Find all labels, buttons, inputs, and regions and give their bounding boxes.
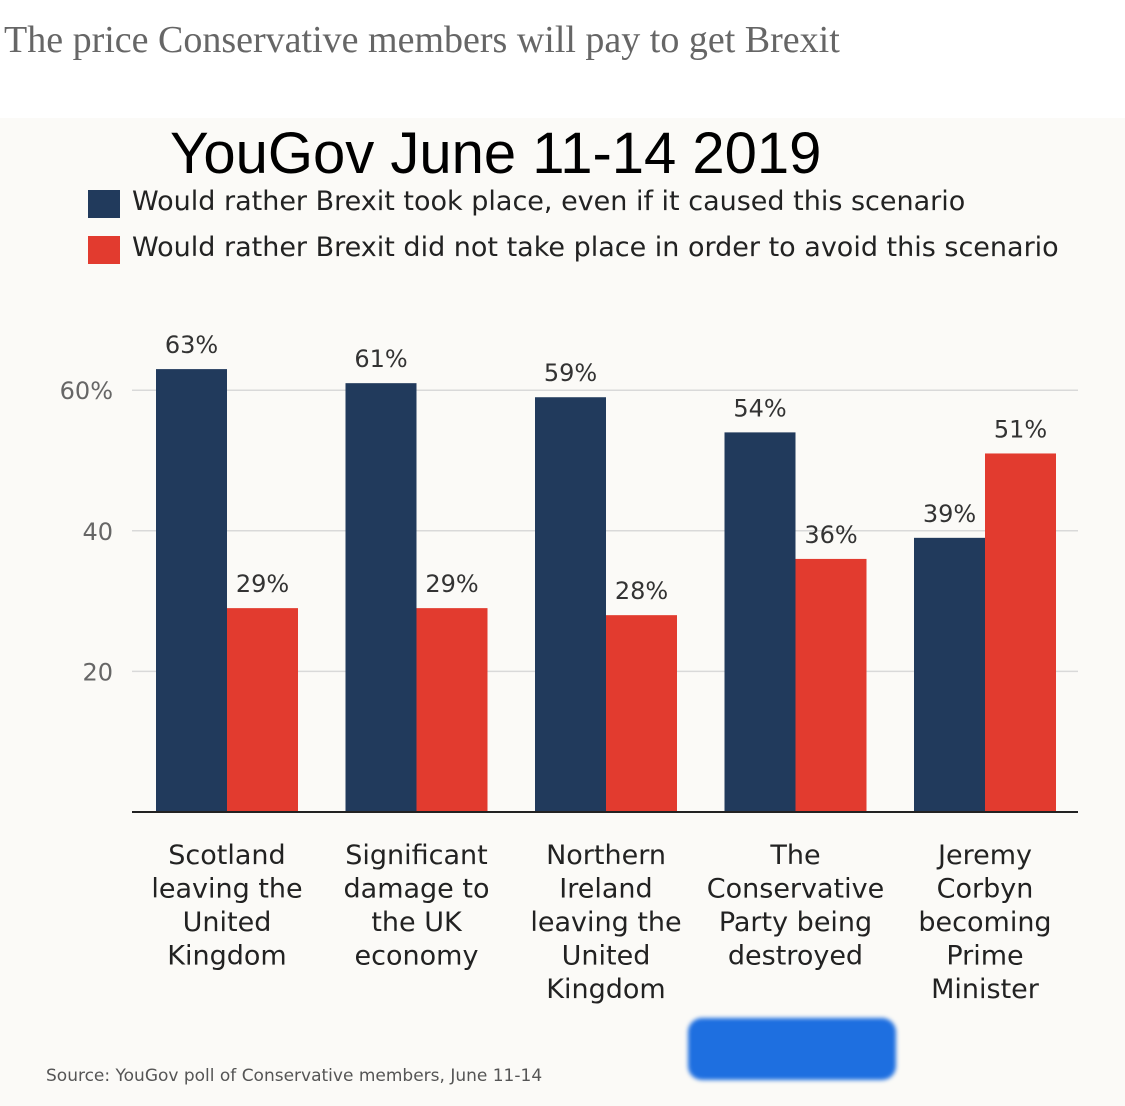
data-label: 36% [804,521,857,549]
category-label: destroyed [728,941,863,972]
bar [416,608,488,812]
data-label: 29% [236,570,289,598]
category-label: Northern [546,840,666,871]
bar [795,558,867,812]
category-label: Kingdom [167,941,286,972]
overlay-title: YouGov June 11-14 2019 [170,121,822,186]
data-label: 28% [615,577,668,605]
data-label: 59% [544,359,597,387]
category-label: leaving the [530,907,681,938]
y-tick-label: 20 [82,658,113,686]
legend-label-series-b: Would rather Brexit did not take place i… [132,232,1059,263]
category-label: Prime [946,941,1023,972]
category-label: the UK [371,907,463,938]
category-label: Minister [931,974,1040,1005]
category-label: Party being [719,907,872,938]
category-label: United [183,907,272,938]
category-label: The [769,840,820,871]
article-title: The price Conservative members will pay … [4,19,840,61]
data-label: 39% [923,500,976,528]
data-label: 61% [354,345,407,373]
bar [227,608,298,812]
y-tick-label: 60% [60,377,113,405]
legend-label-series-a: Would rather Brexit took place, even if … [132,186,966,217]
bar [345,383,417,812]
data-label: 29% [425,570,478,598]
category-label: Significant [345,840,488,871]
category-label: Jeremy [936,840,1032,871]
category-label: leaving the [151,874,302,905]
category-label: Conservative [707,874,884,905]
data-label: 54% [733,394,786,422]
legend-swatch-series-a [88,190,120,218]
category-label: damage to [344,874,490,905]
bar [724,432,796,812]
category-label: Ireland [559,874,652,905]
category-label: Scotland [168,840,285,871]
bar [606,615,677,812]
category-label: economy [355,941,479,972]
bar [156,369,227,812]
data-label: 51% [994,415,1047,443]
category-label: Kingdom [546,974,665,1005]
category-label: United [562,941,651,972]
category-label: Corbyn [937,874,1034,905]
y-tick-label: 40 [82,518,113,546]
category-label: becoming [918,907,1051,938]
bar [914,537,985,812]
data-label: 63% [165,331,218,359]
source-note: Source: YouGov poll of Conservative memb… [46,1066,543,1086]
redaction-block [688,1018,896,1080]
legend-swatch-series-b [88,236,120,264]
bar [535,397,606,812]
bar [985,453,1056,812]
